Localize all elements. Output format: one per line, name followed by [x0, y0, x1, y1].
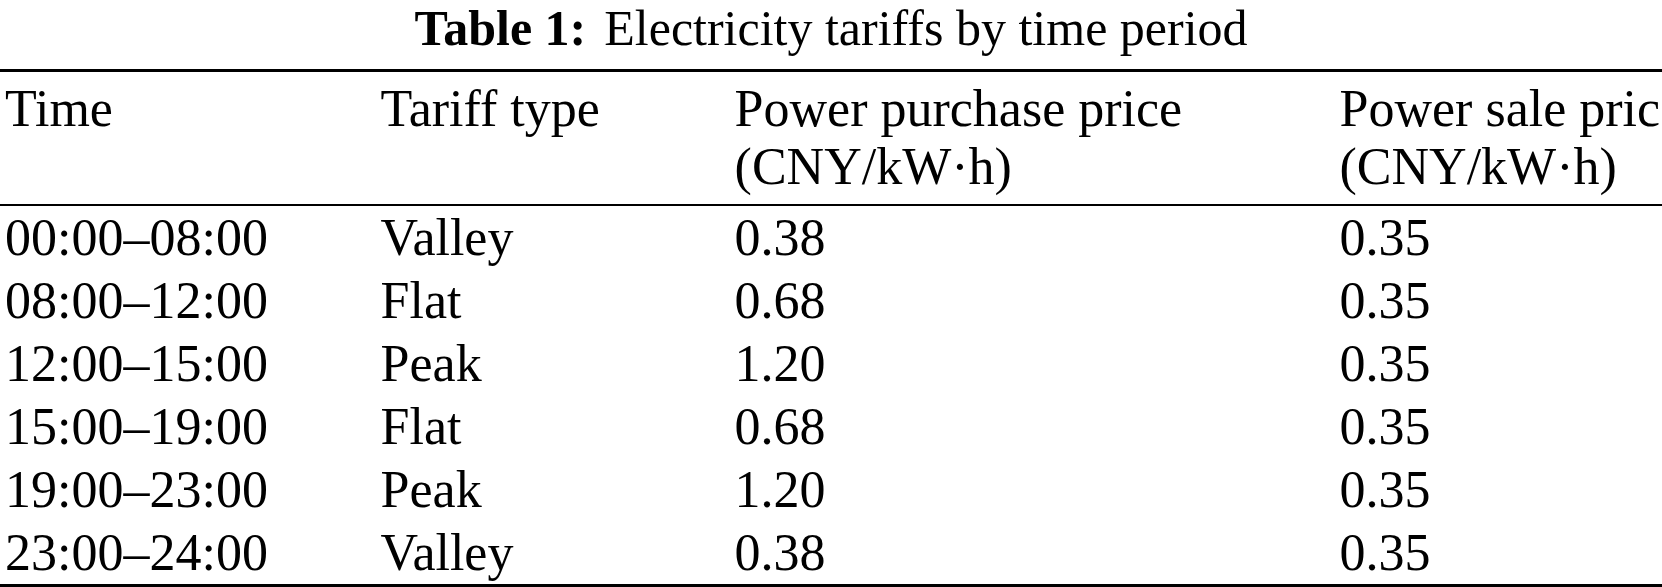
table-caption-text: Electricity tariffs by time period	[604, 0, 1247, 56]
cell-tariff-type: Peak	[381, 332, 735, 395]
col-header-sale-price: Power sale price (CNY/kW·h)	[1340, 71, 1662, 206]
paper-table-figure: Table 1: Electricity tariffs by time peri…	[0, 0, 1662, 587]
cell-time: 23:00–24:00	[0, 521, 381, 586]
cell-purchase-price: 0.38	[735, 521, 1340, 586]
cell-sale-price: 0.35	[1340, 458, 1662, 521]
cell-tariff-type: Flat	[381, 269, 735, 332]
table-caption: Table 1: Electricity tariffs by time peri…	[0, 0, 1662, 55]
col-header-tariff-type: Tariff type	[381, 71, 735, 206]
table-row: 12:00–15:00 Peak 1.20 0.35	[0, 332, 1662, 395]
cell-tariff-type: Peak	[381, 458, 735, 521]
cell-tariff-type: Valley	[381, 205, 735, 269]
cell-sale-price: 0.35	[1340, 332, 1662, 395]
col-header-tariff-type-title: Tariff type	[381, 80, 735, 138]
cell-time: 19:00–23:00	[0, 458, 381, 521]
cell-sale-price: 0.35	[1340, 269, 1662, 332]
col-header-time: Time	[0, 71, 381, 206]
table-row: 23:00–24:00 Valley 0.38 0.35	[0, 521, 1662, 586]
table-row: 08:00–12:00 Flat 0.68 0.35	[0, 269, 1662, 332]
cell-purchase-price: 0.68	[735, 395, 1340, 458]
cell-purchase-price: 1.20	[735, 332, 1340, 395]
col-header-sale-price-unit: (CNY/kW·h)	[1340, 138, 1662, 196]
header-row: Time Tariff type Power purchase price (C…	[0, 71, 1662, 206]
col-header-purchase-price-title: Power purchase price	[735, 80, 1340, 138]
cell-time: 08:00–12:00	[0, 269, 381, 332]
cell-time: 15:00–19:00	[0, 395, 381, 458]
cell-time: 12:00–15:00	[0, 332, 381, 395]
cell-purchase-price: 1.20	[735, 458, 1340, 521]
cell-purchase-price: 0.68	[735, 269, 1340, 332]
table-caption-label: Table 1:	[414, 0, 586, 56]
col-header-sale-price-title: Power sale price	[1340, 80, 1662, 138]
col-header-purchase-price: Power purchase price (CNY/kW·h)	[735, 71, 1340, 206]
table-row: 15:00–19:00 Flat 0.68 0.35	[0, 395, 1662, 458]
cell-sale-price: 0.35	[1340, 205, 1662, 269]
cell-sale-price: 0.35	[1340, 521, 1662, 586]
cell-purchase-price: 0.38	[735, 205, 1340, 269]
cell-time: 00:00–08:00	[0, 205, 381, 269]
table-row: 00:00–08:00 Valley 0.38 0.35	[0, 205, 1662, 269]
tariff-table: Time Tariff type Power purchase price (C…	[0, 69, 1662, 587]
table-row: 19:00–23:00 Peak 1.20 0.35	[0, 458, 1662, 521]
col-header-purchase-price-unit: (CNY/kW·h)	[735, 138, 1340, 196]
cell-sale-price: 0.35	[1340, 395, 1662, 458]
cell-tariff-type: Flat	[381, 395, 735, 458]
col-header-time-title: Time	[5, 80, 381, 138]
cell-tariff-type: Valley	[381, 521, 735, 586]
